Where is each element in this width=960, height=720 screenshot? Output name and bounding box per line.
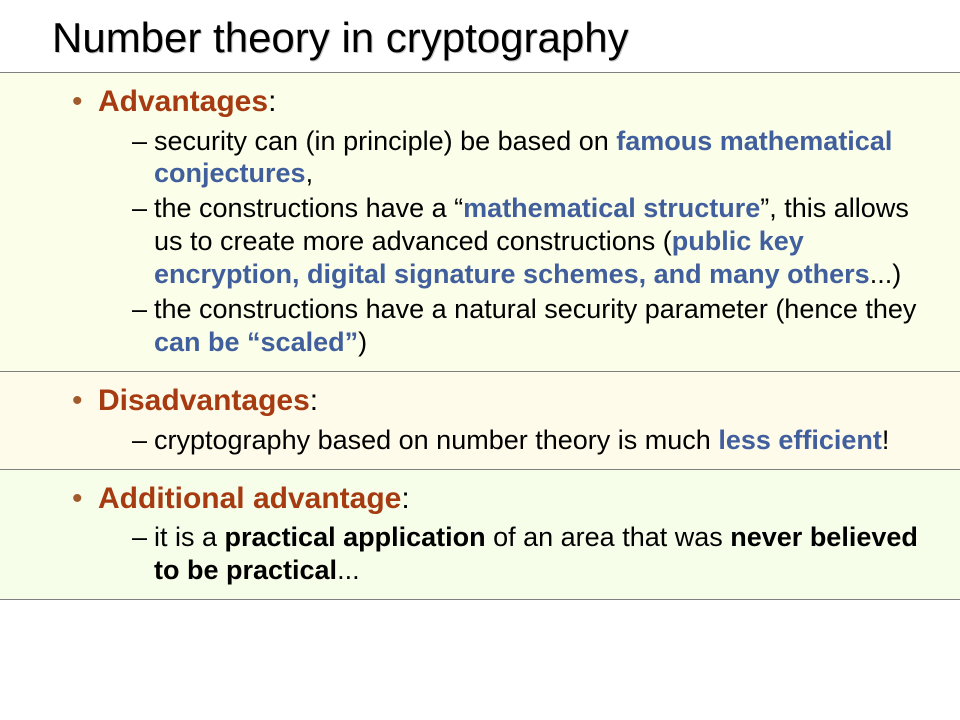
slide: Number theory in cryptography Advantages… (0, 0, 960, 720)
text-post: ... (337, 555, 360, 585)
sub-list: it is a practical application of an area… (98, 521, 932, 587)
text-em: mathematical structure (463, 193, 760, 223)
text-em: less efficient (718, 425, 882, 455)
list-item: the constructions have a natural securit… (132, 293, 932, 359)
heading-text: Additional advantage (98, 482, 401, 515)
heading-item: Advantages: security can (in principle) … (72, 83, 932, 359)
sub-list: security can (in principle) be based on … (98, 125, 932, 360)
text-post: ! (882, 425, 890, 455)
heading-suffix: : (401, 482, 409, 515)
text-pre: the constructions have a “ (154, 193, 463, 223)
text-pre: security can (in principle) be based on (154, 126, 616, 156)
heading-text: Disadvantages (98, 384, 310, 417)
list-item: security can (in principle) be based on … (132, 125, 932, 191)
heading-item: Additional advantage: it is a practical … (72, 480, 932, 587)
top-list: Additional advantage: it is a practical … (28, 480, 932, 587)
section-advantages: Advantages: security can (in principle) … (0, 72, 960, 372)
section-disadvantages: Disadvantages: cryptography based on num… (0, 372, 960, 469)
heading-item: Disadvantages: cryptography based on num… (72, 382, 932, 456)
list-item: cryptography based on number theory is m… (132, 424, 932, 457)
slide-title: Number theory in cryptography (0, 0, 960, 72)
heading-suffix: : (310, 384, 318, 417)
text-post: , (306, 158, 314, 188)
text-mid: of an area that was (486, 522, 731, 552)
text-pre: cryptography based on number theory is m… (154, 425, 718, 455)
text-em: can be “scaled” (154, 327, 358, 357)
text-pre: the constructions have a natural securit… (154, 294, 916, 324)
list-item: the constructions have a “mathematical s… (132, 192, 932, 291)
section-additional: Additional advantage: it is a practical … (0, 470, 960, 600)
text-pre: it is a (154, 522, 225, 552)
text-post: ) (358, 327, 367, 357)
top-list: Advantages: security can (in principle) … (28, 83, 932, 359)
text-post: ...) (870, 259, 902, 289)
heading-text: Advantages (98, 85, 268, 118)
text-bold: practical application (225, 522, 486, 552)
heading-suffix: : (268, 85, 276, 118)
sub-list: cryptography based on number theory is m… (98, 424, 932, 457)
list-item: it is a practical application of an area… (132, 521, 932, 587)
top-list: Disadvantages: cryptography based on num… (28, 382, 932, 456)
